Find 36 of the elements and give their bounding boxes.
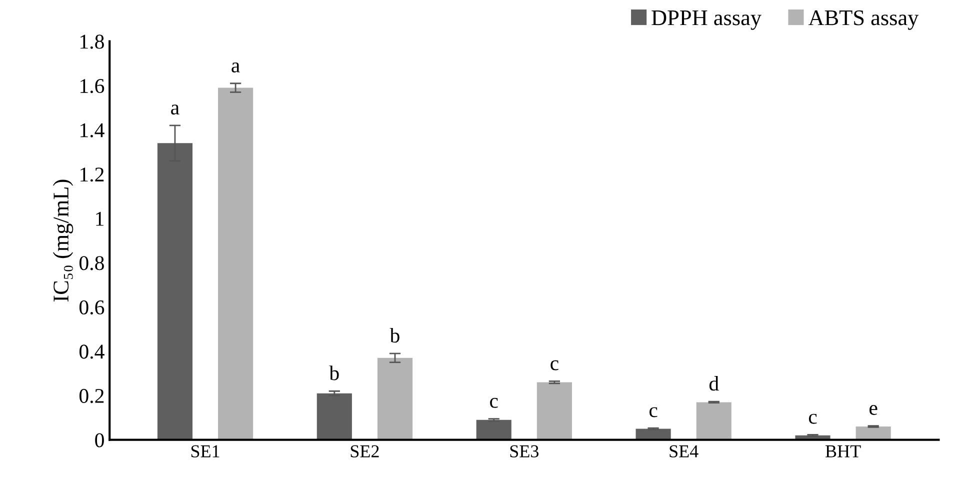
y-tick-label: 1.8	[80, 34, 104, 49]
bar	[316, 393, 352, 440]
bar	[696, 402, 732, 440]
data-label: d	[709, 376, 719, 391]
data-label: c	[490, 398, 498, 408]
y-tick-label: 1	[96, 212, 104, 226]
data-label: c	[808, 414, 817, 424]
bar	[536, 382, 572, 440]
bar	[377, 358, 413, 440]
data-label: c	[649, 407, 658, 418]
bar	[636, 428, 671, 440]
y-tick-label: 1.4	[80, 123, 104, 138]
y-tick-label: 0.4	[79, 344, 104, 359]
y-tick-label: 0.8	[79, 256, 104, 270]
y-tick-label: 1.6	[80, 79, 104, 94]
y-tick-label: 0	[95, 433, 104, 448]
x-tick-label: SE2	[350, 445, 379, 458]
x-tick-label: SE1	[191, 445, 220, 458]
bar	[218, 88, 254, 440]
bar	[856, 426, 891, 440]
x-tick-label: SE3	[510, 445, 538, 458]
legend-label: DPPH assay	[652, 10, 762, 30]
y-tick-label: 0.2	[79, 388, 104, 404]
legend-label: ABTS assay	[808, 10, 919, 30]
data-label: a	[232, 62, 240, 72]
y-axis-title: IC₅₀ (mg/mL)	[52, 180, 74, 302]
data-label: b	[390, 328, 400, 343]
y-tick-label: 1.2	[80, 168, 104, 182]
data-label: a	[171, 104, 180, 115]
data-label: c	[550, 360, 558, 370]
data-label: e	[870, 404, 878, 416]
data-label: b	[329, 366, 339, 380]
bar	[476, 420, 512, 440]
x-tick-label: BHT	[826, 445, 861, 458]
x-tick-label: SE4	[670, 445, 698, 458]
y-tick-label: 0.6	[79, 300, 104, 315]
